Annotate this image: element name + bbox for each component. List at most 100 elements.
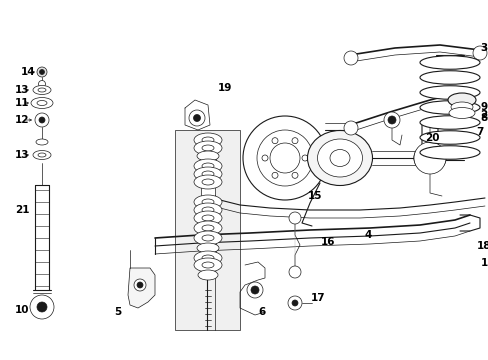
- Circle shape: [287, 296, 302, 310]
- Circle shape: [37, 302, 47, 312]
- Ellipse shape: [38, 88, 46, 92]
- Ellipse shape: [194, 159, 222, 173]
- Ellipse shape: [202, 255, 214, 261]
- Ellipse shape: [194, 231, 222, 245]
- Ellipse shape: [419, 101, 479, 114]
- Text: 16: 16: [320, 237, 335, 247]
- Ellipse shape: [36, 139, 48, 145]
- Circle shape: [269, 143, 299, 173]
- Circle shape: [343, 121, 357, 135]
- Circle shape: [288, 212, 301, 224]
- Ellipse shape: [202, 163, 214, 169]
- Ellipse shape: [194, 141, 222, 155]
- Ellipse shape: [31, 98, 53, 108]
- Ellipse shape: [194, 195, 222, 209]
- Ellipse shape: [202, 199, 214, 205]
- Ellipse shape: [198, 270, 218, 280]
- Text: 18: 18: [476, 241, 488, 251]
- Text: 4: 4: [364, 230, 371, 240]
- Text: 7: 7: [475, 127, 483, 137]
- Circle shape: [383, 112, 399, 128]
- Ellipse shape: [317, 139, 362, 177]
- Circle shape: [30, 295, 54, 319]
- Text: 6: 6: [258, 307, 265, 317]
- Circle shape: [134, 279, 146, 291]
- Circle shape: [39, 81, 45, 87]
- Ellipse shape: [38, 153, 46, 157]
- Ellipse shape: [202, 225, 214, 231]
- Bar: [200, 240, 216, 256]
- Text: 20: 20: [424, 133, 438, 143]
- Bar: [200, 148, 216, 164]
- Ellipse shape: [448, 108, 474, 118]
- Text: 13: 13: [15, 85, 29, 95]
- Text: 1: 1: [479, 258, 487, 268]
- Ellipse shape: [202, 137, 214, 143]
- Circle shape: [243, 116, 326, 200]
- Ellipse shape: [194, 211, 222, 225]
- Ellipse shape: [194, 175, 222, 189]
- Circle shape: [291, 172, 297, 178]
- Ellipse shape: [307, 130, 372, 185]
- Ellipse shape: [197, 151, 219, 161]
- Circle shape: [454, 88, 468, 102]
- Circle shape: [40, 69, 44, 75]
- Ellipse shape: [33, 85, 51, 94]
- Ellipse shape: [202, 262, 214, 268]
- Text: 5: 5: [114, 307, 122, 317]
- Ellipse shape: [194, 258, 222, 272]
- Bar: [175, 130, 240, 330]
- Text: 2: 2: [479, 110, 487, 120]
- Ellipse shape: [202, 215, 214, 221]
- Circle shape: [137, 282, 142, 288]
- Circle shape: [35, 113, 49, 127]
- Circle shape: [302, 155, 307, 161]
- Circle shape: [246, 282, 263, 298]
- Bar: [201, 172, 215, 212]
- Circle shape: [413, 142, 445, 174]
- Ellipse shape: [202, 207, 214, 213]
- Text: 12: 12: [15, 115, 29, 125]
- Text: 15: 15: [307, 191, 322, 201]
- Ellipse shape: [329, 149, 349, 166]
- Circle shape: [39, 117, 45, 123]
- Ellipse shape: [419, 86, 479, 99]
- Circle shape: [189, 110, 204, 126]
- Ellipse shape: [419, 116, 479, 129]
- Ellipse shape: [419, 146, 479, 159]
- Text: 14: 14: [20, 67, 35, 77]
- Text: 19: 19: [217, 83, 232, 93]
- Ellipse shape: [37, 100, 47, 105]
- Ellipse shape: [413, 144, 445, 172]
- Ellipse shape: [202, 145, 214, 151]
- Text: 3: 3: [479, 43, 487, 53]
- Ellipse shape: [419, 131, 479, 144]
- Circle shape: [257, 130, 312, 186]
- Circle shape: [193, 114, 200, 122]
- Circle shape: [291, 138, 297, 144]
- Text: 13: 13: [15, 150, 29, 160]
- Circle shape: [291, 300, 297, 306]
- Ellipse shape: [419, 71, 479, 84]
- Circle shape: [271, 138, 278, 144]
- Circle shape: [288, 266, 301, 278]
- Circle shape: [250, 286, 259, 294]
- Ellipse shape: [447, 93, 475, 107]
- Circle shape: [262, 155, 267, 161]
- Ellipse shape: [33, 150, 51, 159]
- Text: 17: 17: [310, 293, 325, 303]
- Text: 9: 9: [479, 102, 487, 112]
- Ellipse shape: [419, 56, 479, 69]
- Ellipse shape: [450, 102, 472, 112]
- Ellipse shape: [202, 171, 214, 177]
- Ellipse shape: [194, 167, 222, 181]
- Text: 10: 10: [15, 305, 29, 315]
- Ellipse shape: [197, 243, 219, 253]
- Circle shape: [37, 67, 47, 77]
- Circle shape: [472, 46, 486, 60]
- Circle shape: [271, 172, 278, 178]
- Text: 21: 21: [15, 205, 29, 215]
- Circle shape: [343, 51, 357, 65]
- Ellipse shape: [194, 251, 222, 265]
- Circle shape: [387, 116, 395, 124]
